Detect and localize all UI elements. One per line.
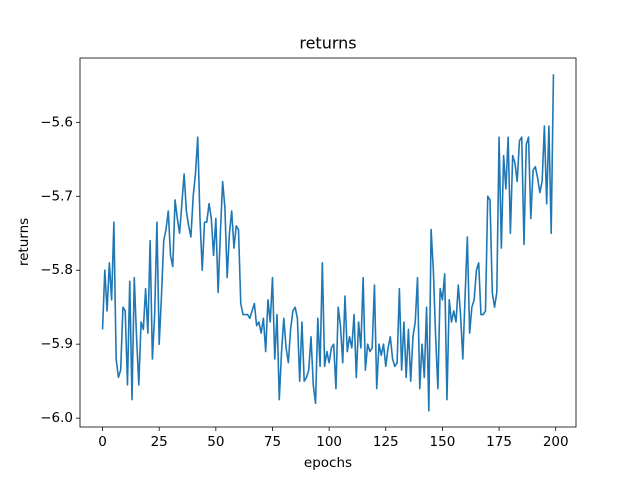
y-tick-label: −6.0: [40, 410, 73, 426]
y-tick-label: −5.6: [40, 114, 73, 130]
y-tick-label: −5.7: [40, 188, 73, 204]
line-series: [101, 74, 555, 412]
x-tick-label: 150: [430, 434, 456, 450]
x-tick-label: 50: [207, 434, 224, 450]
x-tick-label: 125: [373, 434, 399, 450]
plot-frame: [79, 57, 577, 428]
chart-title: returns: [299, 34, 356, 53]
y-axis-label: returns: [16, 218, 32, 266]
x-tick-label: 25: [151, 434, 168, 450]
y-tick-label: −5.9: [40, 336, 73, 352]
x-tick-label: 175: [486, 434, 512, 450]
y-tick-label: −5.8: [40, 262, 73, 278]
x-tick-label: 100: [316, 434, 342, 450]
x-tick-label: 200: [543, 434, 569, 450]
x-tick-label: 75: [264, 434, 281, 450]
x-tick-label: 0: [98, 434, 107, 450]
x-axis-label: epochs: [304, 455, 352, 471]
